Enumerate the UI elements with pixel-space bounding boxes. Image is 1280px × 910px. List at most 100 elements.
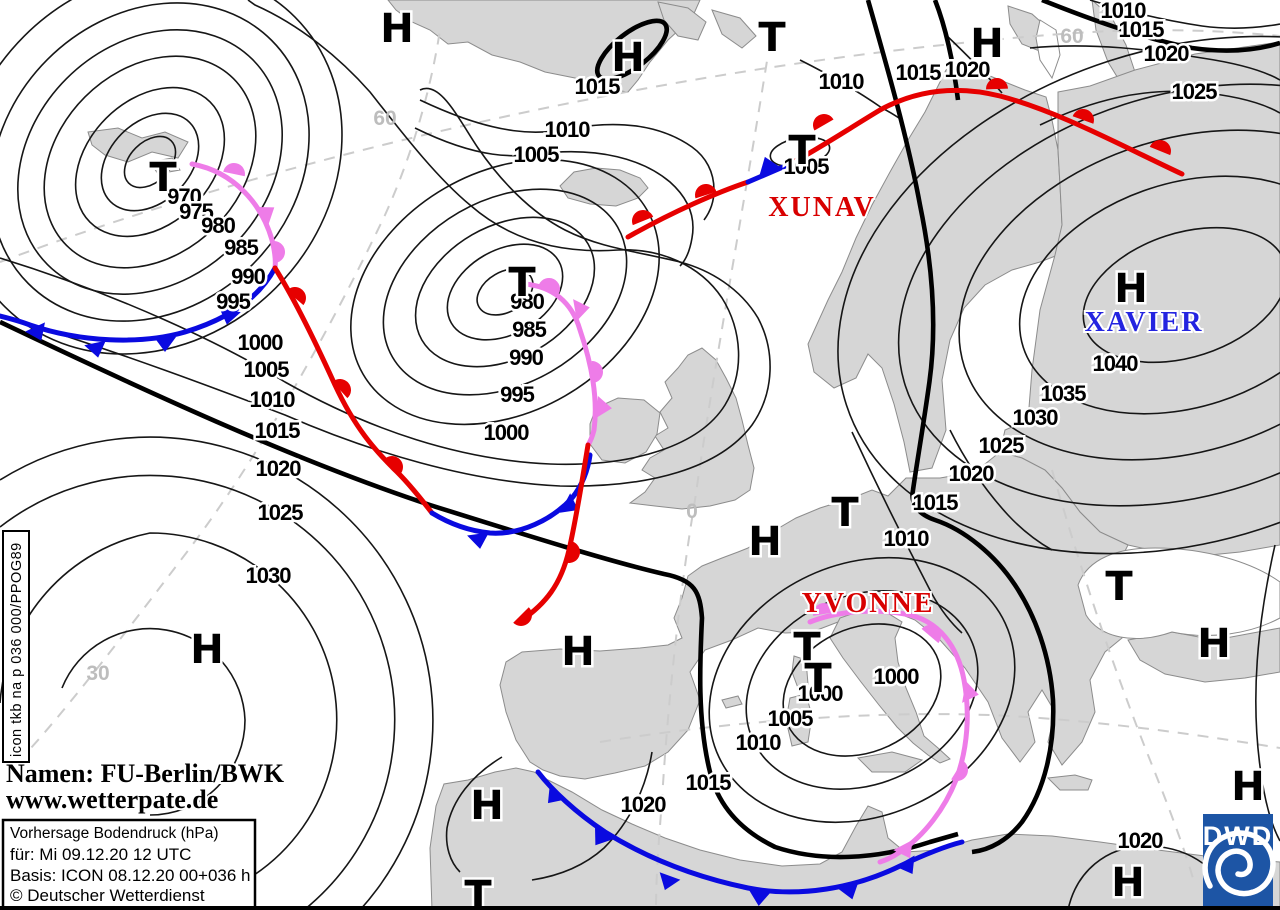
isobar-label-1005: 1005: [768, 706, 814, 731]
pressure-center-low: T: [508, 260, 536, 306]
warm-front-marker: [1149, 140, 1171, 156]
warm-front-marker: [695, 184, 717, 199]
pressure-center-low: T: [149, 155, 177, 201]
isobar-label-1035: 1035: [1041, 381, 1087, 406]
warm-front-marker: [566, 541, 580, 563]
system-name-yvonne: YVONNE: [802, 588, 935, 619]
warm-front-marker: [813, 114, 834, 131]
land-svalbard2: [711, 9, 757, 49]
occluded-front-marker: [921, 625, 941, 644]
isobar-label-990: 990: [509, 345, 543, 370]
warm-front-marker: [286, 287, 306, 306]
isobar-label-1040: 1040: [1093, 351, 1139, 376]
info-box: Vorhersage Bodendruck (hPa) für: Mi 09.1…: [1, 818, 257, 910]
warm-front-path: [272, 265, 435, 516]
pressure-center-low: T: [793, 625, 821, 671]
occluded-front-marker: [573, 299, 590, 321]
isobar-label-1020: 1020: [949, 461, 995, 486]
land-balearics: [721, 695, 743, 709]
side-product-tag-text: icon tkb na p 036 000/PPOG89: [9, 542, 25, 757]
pressure-center-high: H: [970, 21, 1003, 67]
bold-isobar-layer: [0, 0, 1280, 860]
cold-front-path: [0, 265, 278, 343]
cold-front-marker: [154, 337, 176, 352]
warm-front-marker: [986, 78, 1008, 90]
pressure-center-high: H: [380, 6, 413, 52]
occluded-front-marker: [223, 163, 245, 177]
occluded-front-marker: [539, 278, 560, 294]
isobar-label-990: 990: [231, 264, 265, 289]
isobar-label-1025: 1025: [258, 500, 304, 525]
warm-front-marker: [384, 456, 403, 475]
graticule-layer: [0, 29, 1280, 910]
warm-front-path: [787, 87, 1185, 177]
cold-front-marker: [895, 855, 915, 874]
pressure-center-high: H: [470, 783, 503, 829]
isobar-label-1015: 1015: [896, 60, 942, 85]
pressure-center-low: T: [788, 128, 816, 174]
pressure-center-high: H: [1197, 621, 1230, 667]
land-svalbard: [657, 1, 707, 41]
credit-line-names: Namen: FU-Berlin/BWK: [6, 759, 285, 788]
isobar-label-1010: 1010: [1101, 0, 1147, 23]
graticule-label-60: 60: [373, 107, 396, 130]
isobar-label-1020: 1020: [621, 792, 667, 817]
occluded-front-marker: [813, 603, 835, 616]
occluded-front-marker: [255, 206, 275, 226]
sea-black-sea: [1077, 547, 1280, 639]
warm-front-marker: [632, 210, 654, 226]
side-product-tag: icon tkb na p 036 000/PPOG89: [2, 530, 30, 763]
isobar-label-1005: 1005: [514, 142, 560, 167]
dwd-logo: DWD: [1202, 814, 1276, 906]
isobar-label-1015: 1015: [1119, 17, 1165, 42]
isobar-label-1015: 1015: [255, 418, 301, 443]
cold-front-marker: [467, 532, 489, 549]
pressure-center-low: T: [831, 490, 859, 536]
isobar-label-1020: 1020: [1118, 828, 1164, 853]
isobar-label-1010: 1010: [819, 69, 865, 94]
isobar-label-1000: 1000: [484, 420, 530, 445]
info-box-valid-time: für: Mi 09.12.20 12 UTC: [10, 845, 191, 864]
occluded-front-marker: [962, 681, 979, 703]
isobar-label-1000: 1000: [874, 664, 920, 689]
pressure-center-low: T: [804, 656, 832, 702]
map-bottom-border: [0, 906, 1280, 910]
isobar-label-1010: 1010: [884, 526, 930, 551]
occluded-front-path: [521, 281, 598, 448]
land-scandinavia: [807, 61, 1063, 473]
warm-front-path: [625, 179, 751, 240]
land-crete: [1046, 774, 1093, 791]
land-greenland: [387, 0, 701, 93]
land-iceland: [559, 167, 649, 207]
graticule-label-0: 0: [686, 500, 698, 523]
land-turkey: [1127, 627, 1280, 683]
occluded-front-marker: [951, 760, 968, 781]
isobar-label-975: 975: [179, 199, 213, 224]
pressure-center-high: H: [748, 519, 781, 565]
graticule-label-30: 30: [86, 662, 109, 685]
pressure-center-high: H: [561, 629, 594, 675]
pressure-center-high: H: [611, 35, 644, 81]
warm-front-marker: [332, 379, 351, 399]
sea-white-sea: [1035, 19, 1061, 80]
isobar-label-1030: 1030: [246, 563, 292, 588]
info-box-basis: Basis: ICON 08.12.20 00+036 h: [10, 866, 251, 885]
warm-front-marker: [513, 607, 532, 626]
occluded-front-marker: [272, 241, 285, 263]
isobar-label-1025: 1025: [979, 433, 1025, 458]
land-canada-islands2: [149, 157, 181, 175]
pressure-center-high: H: [190, 627, 223, 673]
cold-front-marker: [759, 156, 781, 175]
warm-front-path: [519, 442, 591, 623]
isobar-label-1025: 1025: [1172, 79, 1218, 104]
system-name-xunav: XUNAV: [768, 192, 876, 223]
isobar-label-1015: 1015: [575, 74, 621, 99]
pressure-center-low: T: [758, 15, 786, 61]
isobar-label-1030: 1030: [1013, 405, 1059, 430]
isobar-label-1010: 1010: [736, 730, 782, 755]
isobar-label-995: 995: [500, 382, 534, 407]
land-corsica: [791, 655, 809, 689]
cold-front-path: [745, 161, 793, 185]
occluded-front-marker: [893, 839, 913, 859]
